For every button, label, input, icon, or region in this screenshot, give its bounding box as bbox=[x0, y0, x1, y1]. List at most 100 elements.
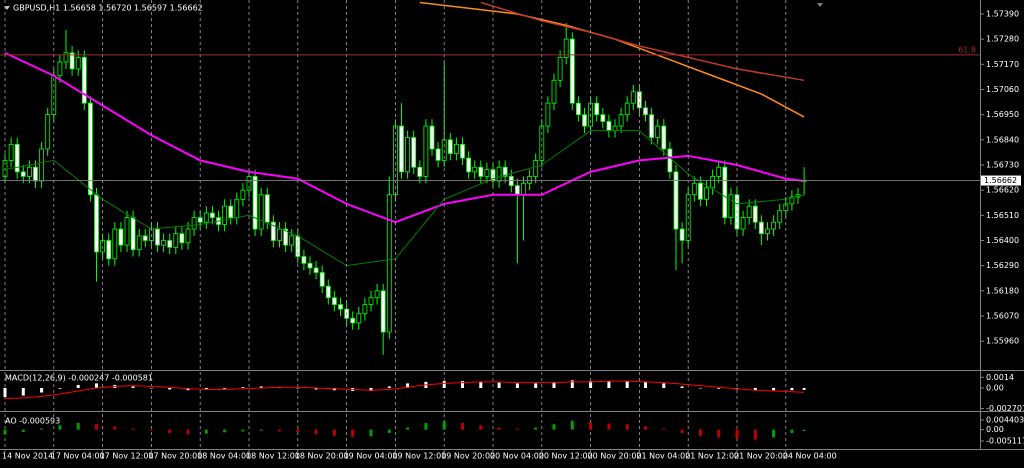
candle-body bbox=[319, 272, 325, 287]
ao-bar bbox=[168, 429, 172, 433]
candle-body bbox=[630, 91, 636, 104]
shift-marker bbox=[817, 3, 823, 7]
candle-body bbox=[283, 228, 289, 246]
candle-body bbox=[508, 176, 514, 186]
y-tick-label: 0.00 bbox=[986, 383, 1004, 392]
y-tick-label: 1.57170 bbox=[986, 60, 1019, 69]
candle-body bbox=[301, 256, 307, 264]
candle-body bbox=[374, 290, 380, 299]
candle-body bbox=[167, 240, 173, 248]
ao-bar bbox=[644, 426, 647, 430]
candle-body bbox=[453, 143, 459, 154]
y-tick-label: 1.55960 bbox=[986, 337, 1019, 346]
candle-body bbox=[368, 297, 374, 305]
candle-body bbox=[350, 317, 356, 324]
ao-bar bbox=[607, 423, 611, 430]
chart-title: GBPUSD,H1 1.56658 1.56720 1.56597 1.5666… bbox=[13, 4, 203, 13]
ao-bar bbox=[479, 425, 483, 430]
candle-body bbox=[228, 205, 234, 219]
x-tick-label: 18 Nov 12:00 bbox=[246, 452, 300, 461]
macd-bar bbox=[790, 387, 794, 391]
ao-bar bbox=[40, 428, 44, 430]
macd-bar bbox=[570, 380, 574, 388]
candle-body bbox=[545, 102, 551, 127]
ao-bar bbox=[552, 424, 556, 430]
macd-bar bbox=[698, 387, 702, 389]
y-tick-label: 1.56730 bbox=[986, 160, 1019, 169]
macd-bar bbox=[387, 386, 391, 388]
ao-bar bbox=[241, 429, 245, 432]
macd-bar bbox=[259, 386, 263, 388]
candle-body bbox=[691, 182, 697, 196]
candle-body bbox=[624, 102, 630, 116]
candle-body bbox=[142, 235, 148, 241]
macd-bar bbox=[40, 387, 44, 393]
candle-body bbox=[710, 176, 715, 189]
candle-body bbox=[331, 297, 337, 305]
candle-body bbox=[209, 212, 215, 219]
x-tick-label: 18 Nov 20:00 bbox=[295, 452, 349, 461]
candle-body bbox=[234, 198, 240, 219]
x-tick-label: 21 Nov 20:00 bbox=[734, 452, 788, 461]
ao-bar bbox=[149, 429, 153, 431]
ao-bar bbox=[790, 429, 794, 433]
x-tick-label: 21 Nov 04:00 bbox=[636, 452, 690, 461]
candle-body bbox=[551, 79, 557, 104]
y-tick-label: 1.56290 bbox=[986, 261, 1019, 270]
candle-body bbox=[136, 235, 142, 251]
candle-body bbox=[94, 194, 99, 253]
candle-body bbox=[752, 205, 758, 223]
candle-body bbox=[649, 114, 654, 138]
ao-bar bbox=[223, 429, 227, 433]
ao-bar bbox=[570, 420, 574, 430]
ao-bar bbox=[589, 421, 593, 430]
ao-bar bbox=[698, 429, 702, 437]
macd-bar bbox=[58, 387, 62, 389]
candle-body bbox=[399, 125, 404, 173]
ao-bar bbox=[515, 428, 519, 430]
ao-bar bbox=[497, 427, 501, 430]
macd-bar bbox=[21, 387, 25, 396]
candle-body bbox=[539, 125, 545, 161]
candle-body bbox=[252, 176, 258, 230]
candle-body bbox=[118, 228, 124, 246]
x-tick-label: 17 Nov 20:00 bbox=[148, 452, 202, 461]
candle-body bbox=[606, 121, 612, 132]
candle-body bbox=[759, 221, 764, 235]
macd-bar bbox=[296, 387, 300, 389]
candle-body bbox=[313, 267, 319, 273]
ao-bar bbox=[3, 429, 7, 435]
candle-body bbox=[75, 57, 81, 70]
plot-area bbox=[2, 1, 807, 355]
y-tick-label: 1.56070 bbox=[986, 311, 1019, 320]
candle-body bbox=[45, 114, 51, 150]
candle-body bbox=[478, 166, 484, 177]
level-label: 61.8 bbox=[958, 45, 976, 54]
candle-body bbox=[33, 166, 38, 182]
title-arrow bbox=[4, 6, 10, 10]
y-tick-label: 1.56510 bbox=[986, 211, 1019, 220]
x-tick-label: 24 Nov 04:00 bbox=[783, 452, 837, 461]
candle-body bbox=[362, 304, 368, 315]
macd-bar bbox=[369, 387, 373, 391]
candle-body bbox=[563, 38, 569, 58]
y-tick-label: 1.56840 bbox=[986, 135, 1019, 144]
candle-body bbox=[26, 166, 32, 177]
candle-body bbox=[557, 57, 563, 81]
ao-bar bbox=[406, 427, 410, 430]
macd-bar bbox=[662, 383, 666, 388]
candle-body bbox=[484, 169, 490, 177]
macd-label: MACD(12,26,9) -0.000247 -0.000581 bbox=[5, 374, 153, 383]
macd-bar bbox=[461, 381, 464, 388]
candle-body bbox=[88, 102, 93, 196]
y-tick-label: 1.56950 bbox=[986, 110, 1019, 119]
candle-body bbox=[460, 143, 465, 159]
candle-body bbox=[746, 205, 752, 219]
candle-body bbox=[222, 205, 228, 225]
candle-body bbox=[704, 187, 709, 200]
candle-body bbox=[8, 143, 14, 161]
macd-bar bbox=[644, 381, 647, 388]
ao-bar bbox=[442, 421, 446, 430]
ao-bar bbox=[369, 429, 373, 437]
